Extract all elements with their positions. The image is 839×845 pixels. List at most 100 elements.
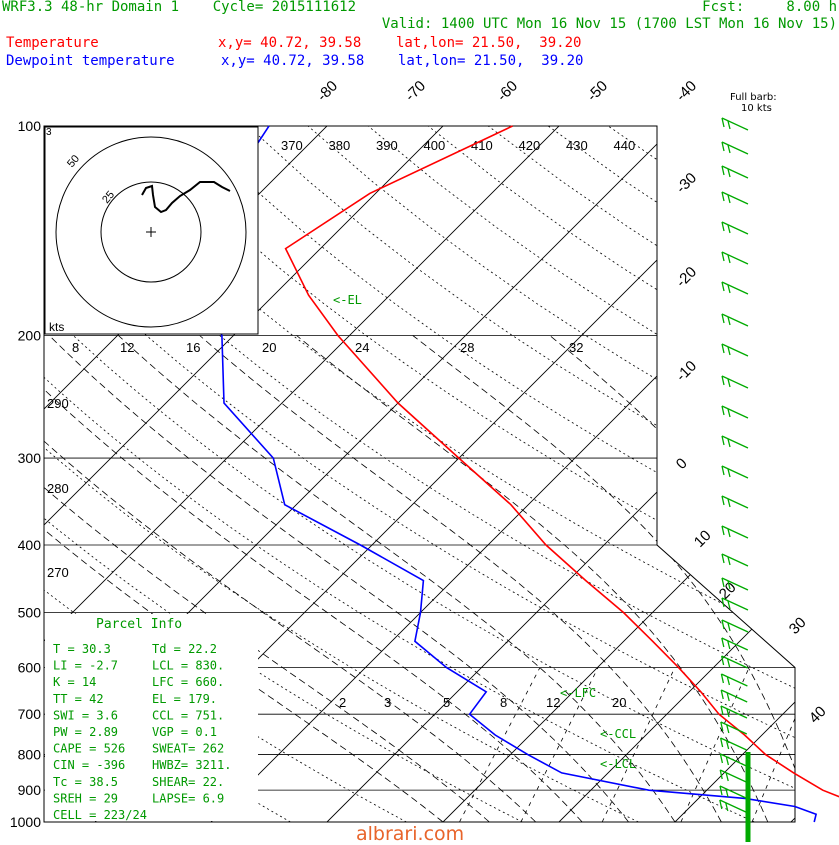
- parcel-info-box: [45, 614, 258, 821]
- theta-label: 270: [47, 565, 69, 580]
- hodograph-trace: [141, 181, 231, 214]
- pressure-tick-label: 200: [18, 328, 42, 344]
- theta-label: 280: [47, 481, 69, 496]
- moist-adiabat-line: [118, 335, 676, 822]
- parcel-info-left: CIN = -396: [53, 758, 125, 772]
- theta-e-label: 430: [566, 138, 588, 153]
- isotherm-label: -30: [673, 169, 700, 196]
- isotherm-label: -10: [673, 357, 700, 384]
- mixing-ratio-top-label: 8: [72, 340, 79, 355]
- parcel-info-left: SREH = 29: [53, 791, 118, 805]
- parcel-info-right: VGP = 0.1: [152, 725, 217, 739]
- dry-adiabat-line: [44, 126, 795, 822]
- parcel-info-right: SWEAT= 262: [152, 742, 224, 756]
- wind-barb: [721, 553, 749, 567]
- isotherm-line: [44, 126, 444, 822]
- isotherm-label: 40: [806, 703, 830, 727]
- temperature-xy: x,y= 40.72, 39.58: [218, 35, 362, 51]
- isotherm-line: [674, 126, 795, 822]
- moist-adiabat-line: [44, 335, 537, 822]
- level-marker: <-LCL: [600, 757, 636, 771]
- wind-barb: [719, 769, 747, 783]
- wind-barb: [721, 495, 749, 509]
- wind-barb: [721, 525, 749, 539]
- parcel-info-right: LAPSE= 6.9: [152, 791, 224, 805]
- wind-barb: [721, 221, 749, 235]
- pressure-tick-label: 1000: [10, 814, 41, 830]
- pressure-tick-label: 900: [18, 782, 42, 798]
- isotherm-label: 30: [786, 614, 810, 638]
- isotherm-line: [44, 126, 560, 822]
- pressure-tick-label: 500: [18, 604, 42, 620]
- parcel-info-left: LI = -2.7: [53, 659, 118, 673]
- dewpoint-xy: x,y= 40.72, 39.58: [221, 53, 365, 69]
- wind-barb: [721, 251, 749, 265]
- wind-barb: [721, 619, 749, 633]
- dry-adiabat-line: [44, 126, 795, 822]
- parcel-info-left: Tc = 38.5: [53, 775, 118, 789]
- wind-barb: [721, 465, 749, 479]
- wind-barb: [721, 313, 749, 327]
- mixing-ratio-bottom-label: 12: [546, 695, 560, 710]
- theta-e-label: 370: [281, 138, 303, 153]
- isotherm-line: [558, 126, 795, 822]
- wind-barb: [721, 281, 749, 295]
- moist-adiabat-line: [412, 335, 795, 822]
- wind-barb: [720, 689, 748, 703]
- parcel-info-title: Parcel Info: [96, 617, 182, 632]
- dewpoint-latlon: lat,lon= 21.50, 39.20: [398, 53, 584, 69]
- pressure-tick-label: 400: [18, 537, 42, 553]
- theta-e-label: 410: [471, 138, 493, 153]
- temperature-latlon: lat,lon= 21.50, 39.20: [396, 35, 582, 51]
- moist-adiabat-line: [44, 335, 490, 822]
- moist-adiabat-line: [296, 335, 769, 822]
- wind-barb: [721, 597, 749, 611]
- mixing-ratio-top-label: 20: [262, 340, 276, 355]
- dry-adiabat-line: [67, 126, 795, 822]
- wind-barb: [721, 141, 749, 155]
- isotherm-label: 0: [673, 455, 691, 473]
- wind-barb: [719, 785, 747, 799]
- mixing-ratio-line: [601, 667, 676, 822]
- mixing-ratio-top-label: 24: [355, 340, 369, 355]
- theta-e-label: 400: [424, 138, 446, 153]
- mixing-ratio-bottom-label: 3: [384, 695, 391, 710]
- parcel-info-left: SWI = 3.6: [53, 708, 118, 722]
- mixing-ratio-line: [751, 667, 795, 822]
- hodograph-ring-25: [100, 181, 202, 283]
- dry-adiabat-line: [44, 126, 407, 822]
- mixing-ratio-line: [520, 667, 599, 822]
- hodograph-corner-label: 3: [46, 127, 52, 138]
- dry-adiabat-line: [44, 126, 639, 822]
- forecast-hour: Fcst: 8.00 h: [702, 0, 837, 15]
- pressure-tick-label: 800: [18, 747, 42, 763]
- wind-barb: [721, 191, 749, 205]
- mixing-ratio-top-label: 32: [569, 340, 583, 355]
- dry-adiabat-line: [44, 126, 795, 822]
- wind-barb: [721, 435, 749, 449]
- hodograph-units: kts: [49, 320, 64, 334]
- diagram-frame: [43, 125, 796, 823]
- barb-note-line1: Full barb:: [730, 92, 777, 103]
- level-marker: <-EL: [333, 293, 362, 307]
- wind-barb: [721, 637, 749, 651]
- parcel-info-left: CAPE = 526: [53, 742, 125, 756]
- wind-barb: [721, 165, 749, 179]
- wind-barb: [720, 673, 748, 687]
- parcel-info-right: CCL = 751.: [152, 708, 224, 722]
- parcel-info-left: TT = 42: [53, 692, 104, 706]
- dry-adiabat-line: [247, 126, 795, 822]
- hodograph-origin: [146, 227, 156, 237]
- isotherm-line: [326, 126, 795, 822]
- moist-adiabat-line: [697, 335, 795, 822]
- wind-barb: [719, 737, 747, 751]
- barb-note-line2: 10 kts: [741, 103, 772, 114]
- isotherm-label: -50: [584, 77, 611, 104]
- wind-barb: [720, 655, 748, 669]
- level-marker: <-CCL: [600, 727, 636, 741]
- isotherm-label: 10: [691, 527, 715, 551]
- hodograph-ring-50: [55, 136, 247, 328]
- mixing-ratio-line: [459, 667, 541, 822]
- parcel-info-right: LCL = 830.: [152, 659, 224, 673]
